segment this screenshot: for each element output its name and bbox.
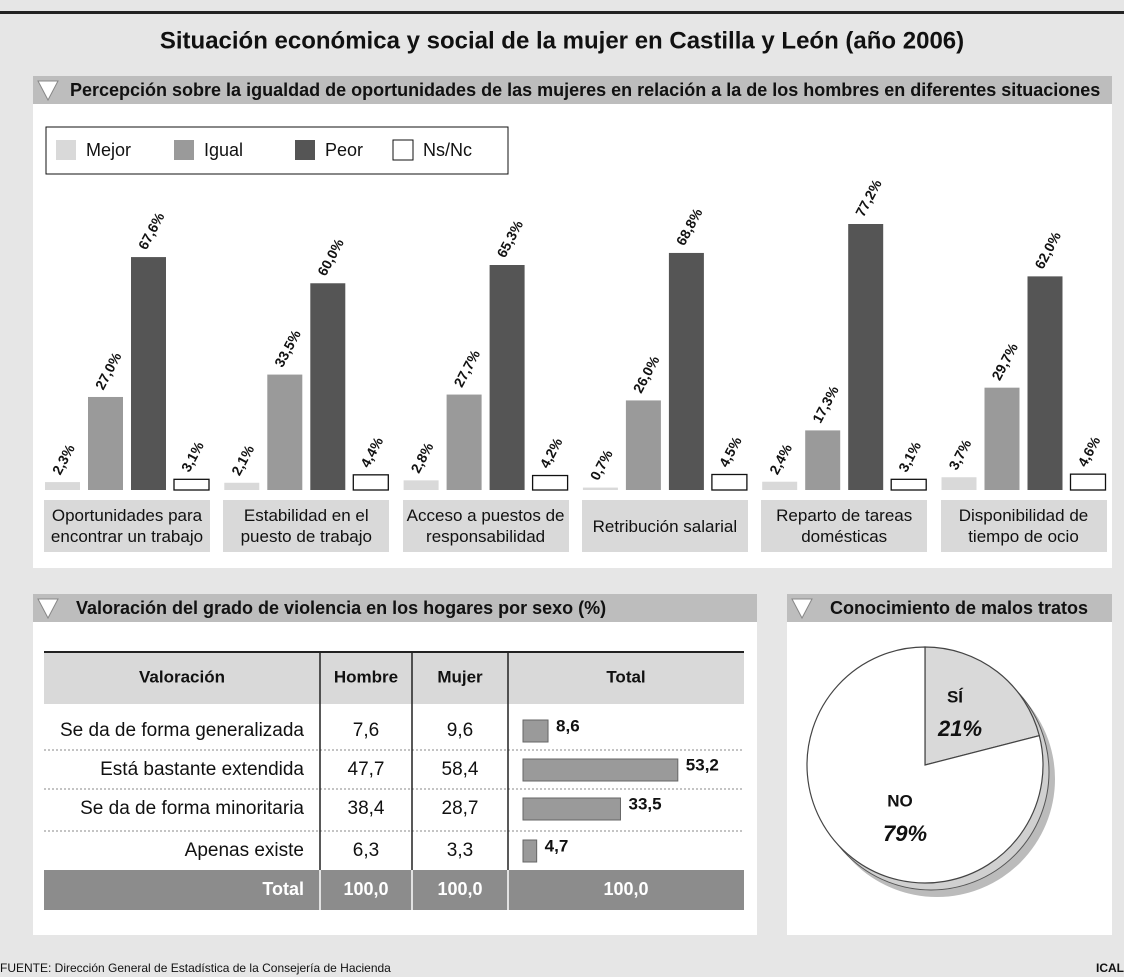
category-label: Oportunidades para encontrar un trabajo	[44, 500, 210, 552]
table-rule	[44, 651, 744, 653]
row-label: Se da de forma minoritaria	[80, 798, 304, 819]
total-cell: 100,0	[603, 879, 648, 899]
bar	[762, 481, 798, 490]
total-label: Total	[262, 879, 304, 899]
legend-swatch	[174, 140, 194, 160]
panel-header	[787, 594, 1112, 622]
legend	[45, 126, 509, 175]
value-label: 8,6	[556, 716, 580, 735]
bar	[805, 430, 841, 490]
total-cell: 100,0	[437, 879, 482, 899]
legend-label: Ns/Nc	[423, 140, 472, 160]
slice-label: SÍ	[947, 687, 964, 706]
cell: 3,3	[447, 840, 473, 861]
cell: 47,7	[348, 759, 385, 780]
bar	[890, 478, 927, 491]
slice-label: NO	[887, 791, 913, 810]
total-row	[44, 870, 744, 910]
bar	[131, 257, 166, 490]
bar	[625, 400, 661, 490]
bar	[224, 482, 260, 490]
column-header: Valoración	[139, 667, 225, 686]
bar	[711, 473, 748, 491]
cell: 6,3	[353, 840, 379, 861]
bar	[403, 480, 439, 490]
cell: 58,4	[442, 759, 479, 780]
bar	[489, 265, 525, 490]
legend-swatch	[56, 140, 76, 160]
legend-swatch	[295, 140, 315, 160]
page-title: Situación económica y social de la mujer…	[160, 27, 964, 54]
row-label: Se da de forma generalizada	[60, 720, 304, 741]
row-label: Apenas existe	[185, 840, 304, 861]
category-label: Disponibilidad de tiempo de ocio	[940, 500, 1107, 552]
slice-value: 79%	[883, 821, 927, 846]
source: FUENTE: Dirección General de Estadística…	[0, 961, 391, 975]
bar	[267, 374, 303, 490]
pie-slice	[924, 646, 1041, 766]
panel-title: Percepción sobre la igualdad de oportuni…	[70, 80, 1100, 100]
panel-title: Conocimiento de malos tratos	[830, 598, 1088, 618]
panel-header	[33, 594, 757, 622]
bar	[173, 478, 210, 491]
cell: 38,4	[348, 798, 385, 819]
bar	[522, 839, 538, 863]
legend-label: Mejor	[86, 140, 131, 160]
category-label: Retribución salarial	[581, 500, 748, 552]
bar	[1069, 473, 1107, 491]
bar	[352, 474, 389, 491]
value-label: 53,2	[686, 755, 719, 774]
category-label: Reparto de tareas domésticas	[761, 500, 928, 552]
top-rule	[0, 11, 1124, 14]
bar	[531, 474, 569, 491]
bar	[88, 396, 123, 490]
panel-header	[33, 76, 1112, 104]
credit: ICAL	[1096, 961, 1124, 975]
bar	[522, 719, 549, 743]
bar	[1027, 276, 1063, 490]
legend-label: Peor	[325, 140, 363, 160]
category-label: Acceso a puestos de responsabilidad	[402, 500, 569, 552]
bar	[446, 394, 482, 490]
bar	[522, 758, 679, 782]
pie-slice	[806, 646, 1044, 884]
legend-label: Igual	[204, 140, 243, 160]
value-label: 33,5	[628, 794, 661, 813]
cell: 7,6	[353, 720, 379, 741]
bar	[668, 252, 704, 490]
cell: 28,7	[442, 798, 479, 819]
bar	[522, 797, 621, 821]
value-label: 4,7	[545, 836, 569, 855]
column-header: Total	[606, 667, 645, 686]
category-label: Estabilidad en el puesto de trabajo	[223, 500, 390, 552]
slice-value: 21%	[937, 716, 982, 741]
bar	[582, 487, 618, 490]
row-label: Está bastante extendida	[100, 759, 304, 780]
bar	[848, 224, 884, 490]
legend-swatch	[392, 139, 414, 161]
cell: 9,6	[447, 720, 473, 741]
bar	[310, 283, 346, 490]
table-header	[44, 651, 744, 704]
column-header: Hombre	[334, 667, 398, 686]
header-icon	[37, 80, 59, 102]
column-header: Mujer	[437, 667, 483, 686]
bar	[45, 482, 80, 490]
total-cell: 100,0	[343, 879, 388, 899]
bar	[941, 477, 977, 490]
bar	[984, 387, 1020, 490]
header-icon	[37, 598, 59, 620]
header-icon	[791, 598, 813, 620]
panel-title: Valoración del grado de violencia en los…	[76, 598, 606, 618]
